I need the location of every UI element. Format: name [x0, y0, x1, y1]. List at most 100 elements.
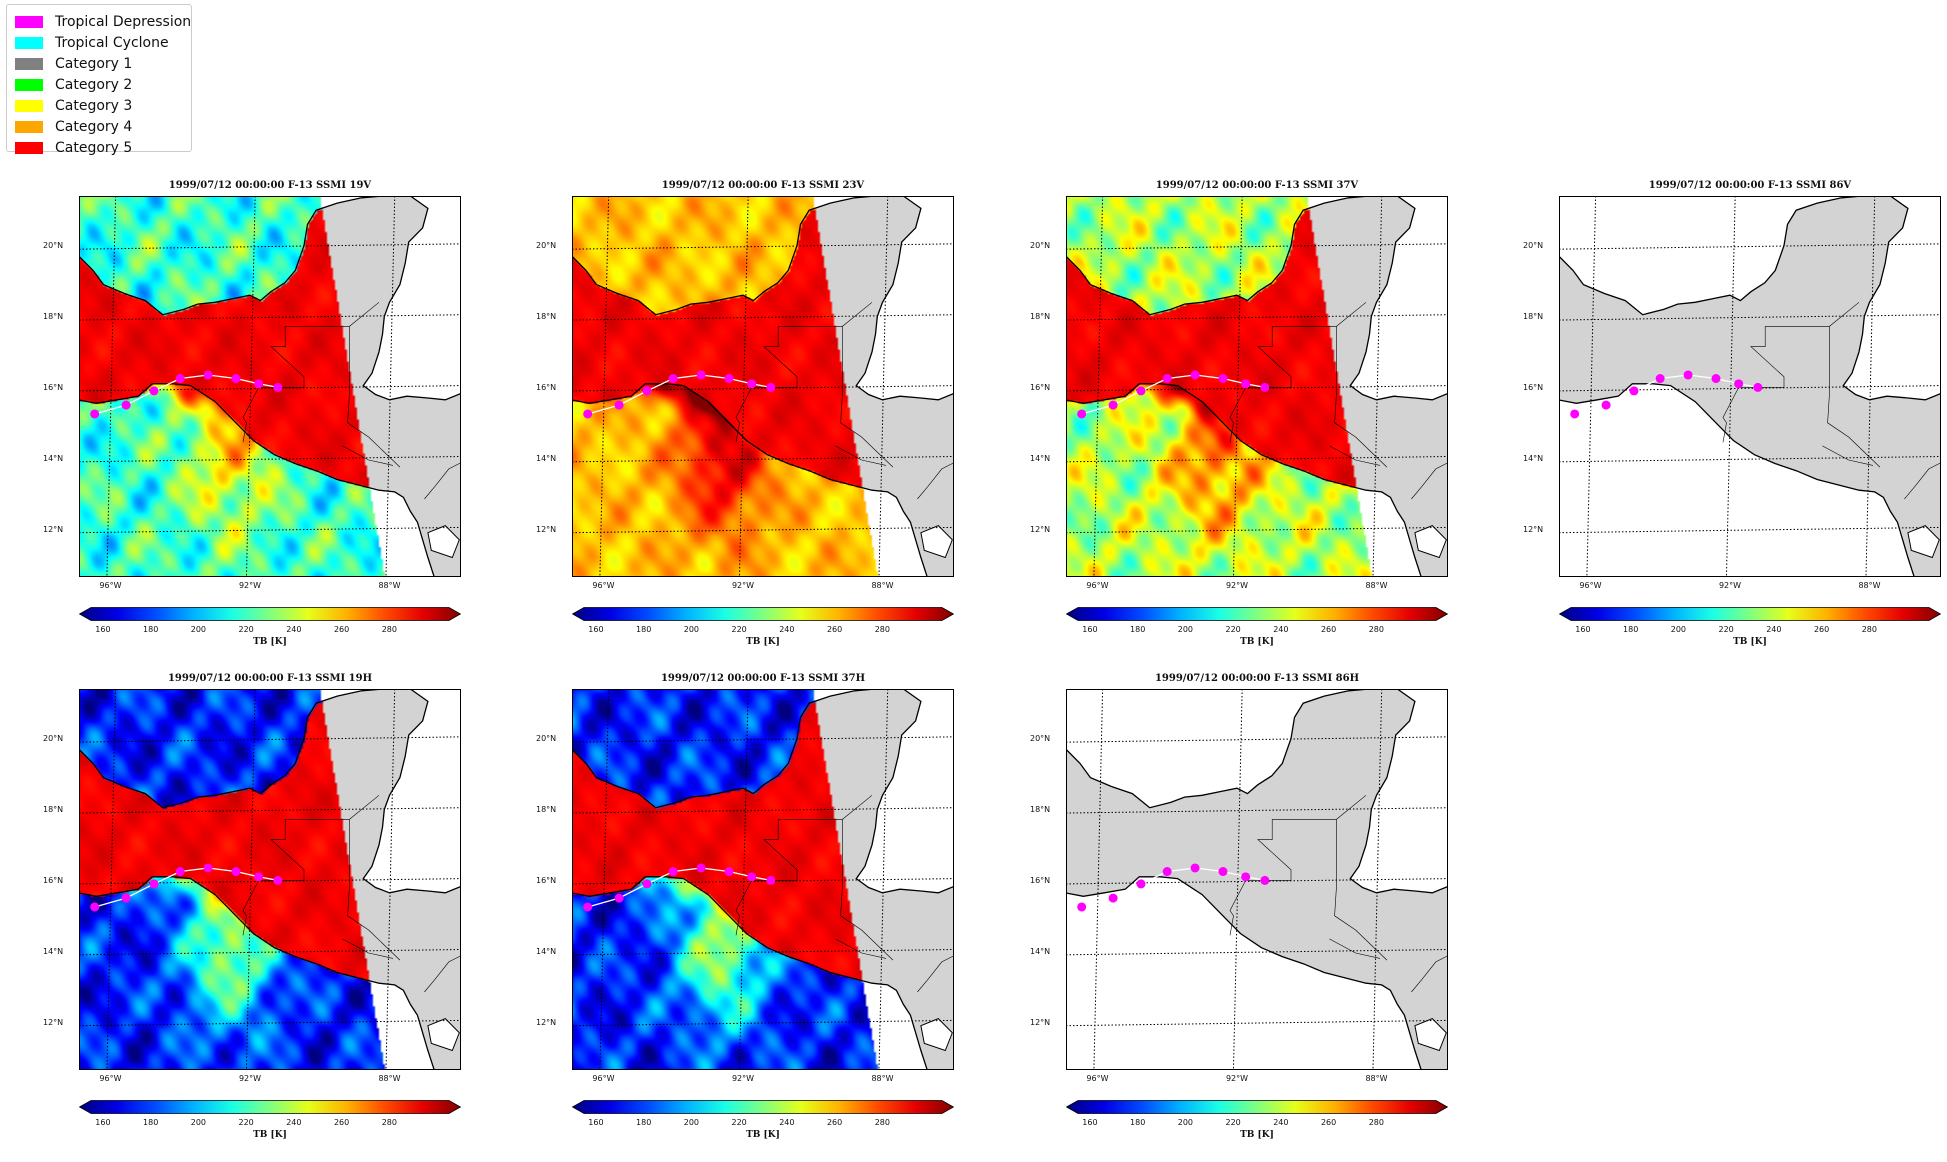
country-border	[242, 819, 350, 936]
storm-track-point	[696, 863, 706, 873]
colorbar-tick-label: 260	[333, 625, 350, 634]
longitude-tick-label: 92°W	[731, 1074, 755, 1083]
colorbar-tick-label: 220	[1225, 625, 1241, 634]
country-border	[424, 462, 461, 500]
storm-track-point	[1108, 893, 1118, 903]
longitude-tick-label: 96°W	[592, 581, 615, 590]
coastline	[1066, 689, 1448, 1070]
storm-track-point	[231, 374, 241, 384]
storm-track-point	[203, 370, 213, 380]
country-border	[1904, 462, 1941, 500]
latitude-gridline	[572, 385, 954, 392]
country-border	[917, 955, 954, 993]
longitude-tick-label: 96°W	[1579, 581, 1602, 590]
colorbar-tick-label: 240	[286, 1118, 302, 1127]
brightness-temperature-map	[572, 196, 954, 577]
brightness-temperature-map	[1066, 196, 1448, 577]
brightness-temperature-map	[572, 689, 954, 1070]
legend-swatch	[15, 15, 43, 28]
legend-swatch	[15, 99, 43, 112]
colorbar-label: TB [K]	[746, 1130, 780, 1140]
colorbar-tick-label: 220	[238, 625, 254, 634]
legend-swatch	[15, 78, 43, 91]
colorbar-label: TB [K]	[1240, 1130, 1274, 1140]
storm-track-point	[668, 867, 678, 877]
longitude-tick-label: 88°W	[378, 581, 401, 590]
longitude-gridline	[1865, 196, 1876, 577]
colorbar-tick-label: 160	[95, 1118, 111, 1127]
colorbar-tick-label: 160	[1082, 625, 1098, 634]
colorbar-tick-label: 280	[381, 1118, 397, 1127]
colorbar-tick-label: 260	[826, 625, 843, 634]
latitude-tick-label: 14°N	[1030, 454, 1051, 464]
colorbar-tick-label: 260	[1320, 625, 1337, 634]
latitude-gridline	[79, 526, 461, 534]
longitude-tick-label: 92°W	[1225, 581, 1249, 590]
longitude-gridline	[1725, 196, 1736, 577]
legend-label: Category 2	[55, 76, 133, 93]
storm-track-point	[254, 379, 264, 389]
legend-label: Tropical Depression	[55, 13, 192, 30]
country-border	[1829, 302, 1860, 327]
colorbar-tick-label: 220	[1718, 625, 1734, 634]
latitude-gridline	[572, 455, 954, 463]
storm-track-point	[149, 386, 159, 396]
longitude-gridline	[385, 196, 396, 577]
colorbar-tick-label: 180	[1130, 1118, 1146, 1127]
storm-track-point	[1136, 386, 1146, 396]
country-border	[1334, 394, 1388, 468]
latitude-tick-label: 14°N	[536, 947, 557, 957]
colorbar-tick-label: 160	[1082, 1118, 1098, 1127]
legend-label: Tropical Cyclone	[55, 34, 169, 51]
colorbar-gradient	[1066, 1100, 1448, 1114]
latitude-gridline	[1066, 385, 1448, 392]
colorbar-gradient	[572, 1100, 954, 1114]
longitude-tick-label: 88°W	[871, 581, 894, 590]
country-border	[840, 394, 894, 468]
longitude-tick-label: 92°W	[238, 1074, 262, 1083]
colorbar	[79, 607, 461, 621]
latitude-tick-label: 12°N	[536, 524, 557, 534]
country-border	[1822, 445, 1874, 466]
country-border	[1334, 887, 1388, 961]
coastline	[79, 689, 461, 1070]
storm-track-point	[1711, 374, 1721, 384]
latitude-gridline	[1066, 526, 1448, 534]
colorbar-tick-label: 200	[1177, 1118, 1194, 1127]
longitude-tick-label: 88°W	[378, 1074, 401, 1083]
colorbar-tick-label: 180	[1623, 625, 1639, 634]
country-border	[349, 302, 380, 327]
latitude-gridline	[79, 455, 461, 463]
longitude-tick-label: 88°W	[1365, 1074, 1388, 1083]
longitude-gridline	[1093, 196, 1104, 577]
colorbar-tick-label: 260	[826, 1118, 843, 1127]
colorbar-tick-label: 200	[190, 625, 207, 634]
latitude-gridline	[79, 948, 461, 956]
latitude-tick-label: 20°N	[1523, 241, 1544, 251]
latitude-tick-label: 18°N	[1523, 312, 1544, 322]
colorbar-gradient	[1559, 607, 1941, 621]
country-border	[342, 938, 394, 959]
latitude-tick-label: 12°N	[1523, 524, 1544, 534]
storm-track-point	[1241, 872, 1251, 882]
country-border	[1827, 394, 1881, 468]
country-border	[347, 887, 401, 961]
colorbar	[1066, 607, 1448, 621]
panel-title: 1999/07/12 00:00:00 F-13 SSMI 86V	[1648, 180, 1852, 191]
panel-title: 1999/07/12 00:00:00 F-13 SSMI 19V	[168, 180, 372, 191]
country-border	[1411, 955, 1448, 993]
storm-track-point	[254, 872, 264, 882]
country-border	[840, 887, 894, 961]
latitude-gridline	[79, 314, 461, 321]
colorbar	[1559, 607, 1941, 621]
longitude-gridline	[385, 689, 396, 1070]
country-border	[1329, 445, 1381, 466]
country-border	[1336, 302, 1367, 327]
storm-track-point	[273, 875, 283, 885]
colorbar	[572, 607, 954, 621]
colorbar-tick-label: 200	[1670, 625, 1687, 634]
latitude-gridline	[572, 314, 954, 321]
latitude-gridline	[1066, 314, 1448, 321]
storm-track-point	[668, 374, 678, 384]
colorbar-tick-label: 220	[238, 1118, 254, 1127]
